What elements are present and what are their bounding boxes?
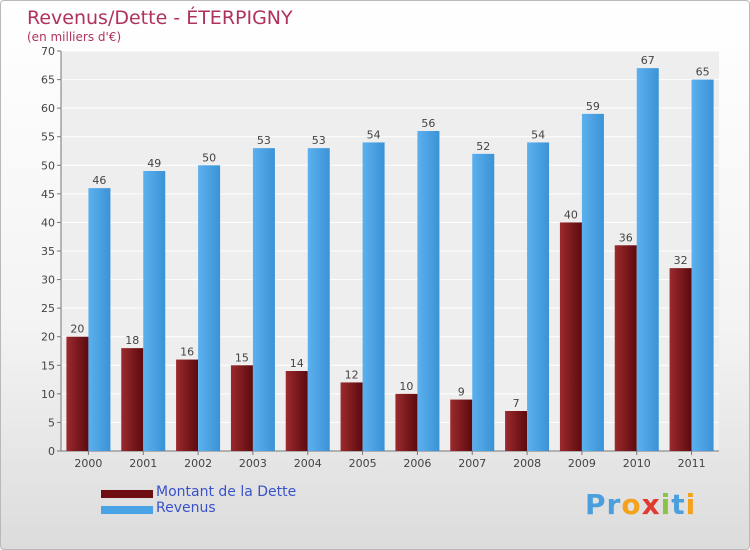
y-tick-label: 0 [48, 445, 55, 458]
y-tick-label: 15 [41, 359, 55, 372]
x-tick-label: 2003 [239, 457, 267, 470]
data-label-dette-2003: 15 [235, 351, 249, 364]
data-label-revenus-2008: 54 [531, 128, 545, 141]
legend-item-dette: Montant de la Dette [101, 484, 296, 501]
logo-letter-0: P [585, 488, 607, 521]
bar-revenus-2011 [691, 79, 714, 452]
bar-revenus-2005 [362, 142, 385, 451]
legend-label-revenus: Revenus [156, 500, 216, 516]
bar-revenus-2008 [527, 142, 550, 451]
y-tick-label: 60 [41, 102, 55, 115]
chart-subtitle: (en milliers d'€) [27, 30, 122, 44]
data-label-revenus-2001: 49 [147, 157, 161, 170]
bar-dette-2008 [505, 411, 528, 451]
data-label-revenus-2002: 50 [202, 151, 216, 164]
data-label-revenus-2000: 46 [92, 174, 106, 187]
bar-dette-2006 [395, 393, 418, 451]
bar-dette-2001 [121, 348, 144, 451]
logo-letter-5: t [671, 488, 686, 521]
bar-revenus-2006 [417, 131, 440, 451]
logo-letter-4: i [660, 488, 672, 521]
bar-revenus-2007 [472, 153, 495, 451]
bar-dette-2011 [669, 268, 692, 451]
bar-revenus-2000 [88, 188, 111, 451]
x-tick-label: 2002 [184, 457, 212, 470]
bar-dette-2003 [230, 365, 253, 451]
data-label-revenus-2009: 59 [586, 100, 600, 113]
bar-revenus-2003 [252, 148, 275, 451]
legend-swatch-dette [101, 490, 153, 498]
data-label-revenus-2003: 53 [257, 134, 271, 147]
data-label-revenus-2010: 67 [641, 54, 655, 67]
x-tick-label: 2000 [74, 457, 102, 470]
chart-title: Revenus/Dette - ÉTERPIGNY [27, 7, 293, 29]
bar-revenus-2001 [143, 171, 166, 451]
bar-dette-2009 [559, 222, 582, 451]
x-tick-label: 2004 [294, 457, 322, 470]
data-label-dette-2001: 18 [125, 334, 139, 347]
logo-letter-2: o [621, 488, 642, 521]
data-label-dette-2005: 12 [345, 368, 359, 381]
bar-dette-2002 [176, 359, 199, 451]
data-label-dette-2000: 20 [70, 323, 84, 336]
legend-swatch-revenus [101, 506, 153, 514]
y-tick-label: 45 [41, 188, 55, 201]
x-tick-label: 2008 [513, 457, 541, 470]
y-tick-label: 30 [41, 274, 55, 287]
bar-dette-2007 [450, 399, 473, 451]
y-tick-label: 70 [41, 45, 55, 58]
y-tick-label: 25 [41, 302, 55, 315]
x-tick-label: 2007 [458, 457, 486, 470]
x-tick-label: 2009 [568, 457, 596, 470]
bar-revenus-2010 [636, 68, 659, 452]
bar-dette-2004 [285, 371, 308, 451]
data-label-revenus-2004: 53 [312, 134, 326, 147]
x-tick-label: 2011 [678, 457, 706, 470]
proxiti-logo: Proxiti [585, 488, 696, 521]
bar-revenus-2002 [198, 165, 221, 452]
bar-revenus-2009 [581, 113, 604, 451]
data-label-revenus-2006: 56 [421, 117, 435, 130]
logo-letter-3: x [641, 488, 661, 521]
y-tick-label: 65 [41, 74, 55, 87]
data-label-dette-2007: 9 [458, 386, 465, 399]
data-label-revenus-2005: 54 [367, 128, 381, 141]
bar-dette-2005 [340, 382, 363, 451]
data-label-dette-2011: 32 [674, 254, 688, 267]
x-tick-label: 2005 [349, 457, 377, 470]
y-tick-label: 10 [41, 388, 55, 401]
y-tick-label: 40 [41, 216, 55, 229]
x-tick-label: 2006 [403, 457, 431, 470]
data-label-dette-2004: 14 [290, 357, 304, 370]
y-tick-label: 55 [41, 131, 55, 144]
y-tick-label: 20 [41, 331, 55, 344]
bar-dette-2000 [66, 336, 89, 451]
data-label-dette-2002: 16 [180, 346, 194, 359]
data-label-dette-2009: 40 [564, 208, 578, 221]
bar-dette-2010 [614, 245, 637, 451]
data-label-dette-2006: 10 [399, 380, 413, 393]
data-label-revenus-2007: 52 [476, 140, 490, 153]
x-tick-label: 2001 [129, 457, 157, 470]
y-tick-label: 35 [41, 245, 55, 258]
data-label-dette-2008: 7 [513, 397, 520, 410]
logo-letter-1: r [606, 488, 622, 521]
bar-revenus-2004 [307, 148, 330, 451]
y-tick-label: 50 [41, 159, 55, 172]
x-tick-label: 2010 [623, 457, 651, 470]
logo-letter-6: i [685, 488, 697, 521]
data-label-dette-2010: 36 [619, 231, 633, 244]
legend-label-dette: Montant de la Dette [156, 484, 297, 500]
y-tick-label: 5 [48, 416, 55, 429]
data-label-revenus-2011: 65 [696, 66, 710, 79]
legend-item-revenus: Revenus [101, 500, 216, 517]
